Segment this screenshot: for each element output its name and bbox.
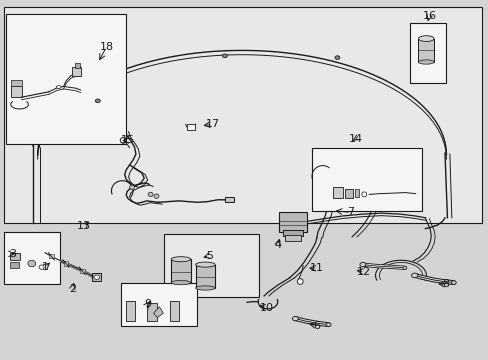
Bar (311, 148, 421, 211)
Bar (345, 189, 352, 198)
Ellipse shape (418, 60, 433, 64)
Ellipse shape (154, 194, 159, 198)
Text: 10: 10 (259, 303, 273, 313)
Bar (92, 273, 101, 281)
Ellipse shape (292, 316, 298, 321)
Bar (10, 253, 20, 260)
Bar (146, 303, 157, 321)
Ellipse shape (334, 56, 339, 59)
Bar (121, 283, 197, 326)
Text: 4: 4 (274, 240, 281, 250)
Bar (418, 39, 433, 62)
Bar (49, 254, 54, 258)
Ellipse shape (361, 192, 366, 197)
Ellipse shape (56, 86, 61, 89)
Bar (11, 80, 21, 86)
Bar (332, 187, 343, 198)
Ellipse shape (129, 185, 134, 189)
Ellipse shape (410, 273, 417, 278)
Ellipse shape (359, 262, 365, 267)
Ellipse shape (171, 280, 190, 285)
Ellipse shape (222, 54, 227, 58)
Ellipse shape (171, 257, 190, 262)
Text: 12: 12 (357, 267, 370, 277)
Text: 11: 11 (309, 263, 323, 273)
Ellipse shape (195, 262, 215, 267)
Text: 8: 8 (442, 279, 448, 289)
Bar (11, 86, 21, 97)
Text: 5: 5 (205, 251, 212, 261)
Bar (63, 261, 68, 266)
Bar (224, 197, 233, 202)
Text: 18: 18 (100, 42, 113, 52)
Bar (409, 23, 446, 83)
Ellipse shape (195, 286, 215, 290)
Bar (282, 230, 303, 236)
Ellipse shape (94, 275, 100, 279)
Text: 9: 9 (144, 299, 151, 309)
Bar (278, 212, 306, 232)
Text: 17: 17 (205, 119, 219, 129)
Bar (75, 63, 80, 68)
Text: 15: 15 (121, 135, 135, 145)
Text: 6: 6 (313, 321, 320, 331)
Bar (354, 189, 359, 197)
Bar (126, 301, 135, 321)
Ellipse shape (450, 281, 455, 284)
Bar (186, 124, 194, 130)
Text: 16: 16 (422, 11, 435, 21)
Bar (171, 259, 190, 283)
Text: 1: 1 (41, 262, 48, 272)
Ellipse shape (402, 266, 406, 269)
Text: 14: 14 (348, 134, 362, 144)
Ellipse shape (120, 138, 126, 143)
Text: 3: 3 (9, 249, 16, 259)
Bar (163, 234, 259, 297)
Ellipse shape (28, 260, 36, 267)
Polygon shape (153, 307, 163, 318)
Bar (72, 67, 81, 76)
Ellipse shape (297, 279, 303, 284)
Bar (80, 269, 84, 273)
Text: 7: 7 (347, 207, 354, 217)
Bar (6, 14, 125, 144)
Ellipse shape (95, 99, 100, 103)
Bar (284, 235, 301, 241)
Ellipse shape (325, 323, 330, 327)
Bar (170, 301, 179, 321)
Text: 13: 13 (77, 221, 91, 231)
Ellipse shape (418, 36, 433, 41)
Bar (4, 232, 60, 284)
Bar (10, 262, 19, 268)
Ellipse shape (39, 265, 44, 269)
Bar (4, 7, 481, 223)
Ellipse shape (148, 192, 153, 197)
Text: 2: 2 (69, 284, 76, 294)
Bar (195, 265, 215, 288)
